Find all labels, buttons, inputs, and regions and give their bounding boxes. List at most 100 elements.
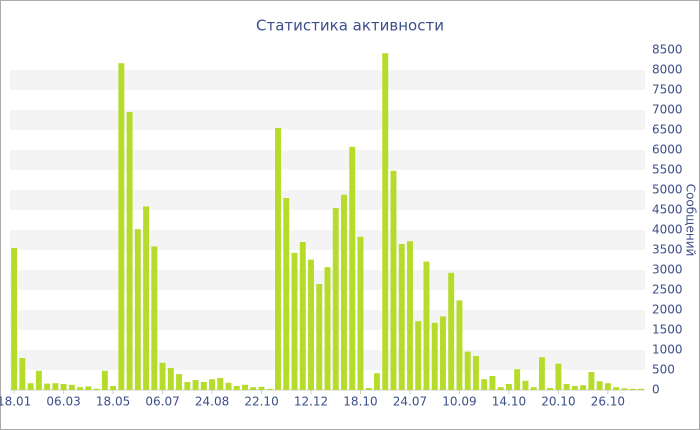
bar	[308, 259, 314, 390]
bar	[225, 382, 232, 390]
bar	[233, 386, 240, 390]
bar	[456, 300, 463, 390]
x-tick-label: 06.07	[145, 395, 179, 409]
bar	[258, 386, 265, 390]
bar	[613, 387, 620, 390]
bar	[341, 194, 347, 390]
x-tick-label: 06.03	[46, 395, 80, 409]
x-tick-label: 22.10	[244, 395, 278, 409]
x-tick-label: 12.12	[294, 395, 328, 409]
y-axis-label: Сообщений	[684, 184, 698, 257]
bar	[192, 380, 199, 390]
x-tick-label: 26.10	[591, 395, 625, 409]
bar	[464, 351, 471, 390]
bar	[291, 252, 298, 390]
bar	[19, 358, 26, 390]
bar	[151, 246, 158, 390]
bar	[580, 385, 587, 390]
x-tick-label: 18.01	[0, 395, 31, 409]
grid-band	[10, 190, 645, 210]
y-tick-label: 500	[652, 363, 675, 377]
x-tick-label: 18.10	[343, 395, 377, 409]
bar	[349, 146, 356, 390]
bar	[538, 357, 545, 390]
y-tick-label: 6000	[652, 143, 683, 157]
y-tick-label: 0	[652, 383, 660, 397]
bar	[357, 236, 364, 390]
bar	[85, 386, 92, 390]
bar	[242, 384, 249, 390]
bar	[184, 382, 191, 390]
y-tick-label: 4500	[652, 203, 683, 217]
bar	[200, 382, 207, 390]
grid-band	[10, 230, 645, 250]
bar	[621, 388, 628, 390]
bar	[217, 378, 224, 390]
bar	[324, 267, 331, 390]
bar	[77, 387, 84, 390]
bar	[93, 388, 100, 390]
grid-band	[10, 110, 645, 130]
y-tick-label: 7500	[652, 83, 683, 97]
y-tick-label: 3000	[652, 263, 683, 277]
bar	[126, 112, 133, 390]
bar	[489, 376, 496, 390]
x-tick-label: 24.07	[393, 395, 427, 409]
bar	[374, 373, 380, 390]
bar	[439, 316, 446, 390]
y-tick-label: 4000	[652, 223, 683, 237]
grid-band	[10, 70, 645, 90]
bar	[555, 363, 562, 390]
bar	[481, 379, 488, 390]
bar	[431, 322, 438, 390]
bar	[571, 386, 578, 390]
chart-title: Статистика активности	[256, 17, 444, 35]
y-tick-label: 1500	[652, 323, 683, 337]
bar	[472, 356, 479, 390]
bar	[52, 383, 59, 390]
bar	[398, 244, 405, 390]
bar	[176, 374, 183, 390]
bar	[35, 370, 42, 390]
x-tick-label: 20.10	[541, 395, 575, 409]
bar	[547, 388, 554, 390]
bar	[101, 370, 108, 390]
bar	[27, 383, 34, 390]
y-tick-label: 2500	[652, 283, 683, 297]
bar	[44, 383, 51, 390]
y-tick-label: 1000	[652, 343, 683, 357]
x-tick-label: 18.05	[96, 395, 130, 409]
bar	[110, 386, 117, 390]
y-tick-label: 8500	[652, 43, 683, 57]
bar	[415, 321, 422, 390]
y-tick-label: 3500	[652, 243, 683, 257]
bar	[60, 384, 67, 390]
y-tick-label: 5000	[652, 183, 683, 197]
bar	[365, 388, 372, 390]
bar	[604, 383, 611, 390]
bar	[68, 384, 75, 390]
bar	[629, 388, 636, 390]
bar	[316, 284, 323, 390]
bar	[283, 198, 290, 390]
y-tick-label: 8000	[652, 63, 683, 77]
bar	[423, 261, 430, 390]
bar	[275, 128, 281, 390]
bar	[563, 384, 570, 390]
y-tick-label: 7000	[652, 103, 683, 117]
bar	[448, 272, 455, 390]
bar	[143, 206, 150, 390]
bar	[588, 372, 595, 390]
bar	[390, 170, 397, 390]
bar	[299, 242, 306, 390]
bar	[530, 387, 537, 390]
bar	[209, 379, 216, 390]
bar	[118, 63, 125, 390]
bar	[514, 369, 521, 390]
bar	[11, 248, 18, 390]
x-tick-label: 14.10	[492, 395, 526, 409]
bar	[159, 362, 166, 390]
bar	[266, 388, 273, 390]
y-tick-label: 2000	[652, 303, 683, 317]
